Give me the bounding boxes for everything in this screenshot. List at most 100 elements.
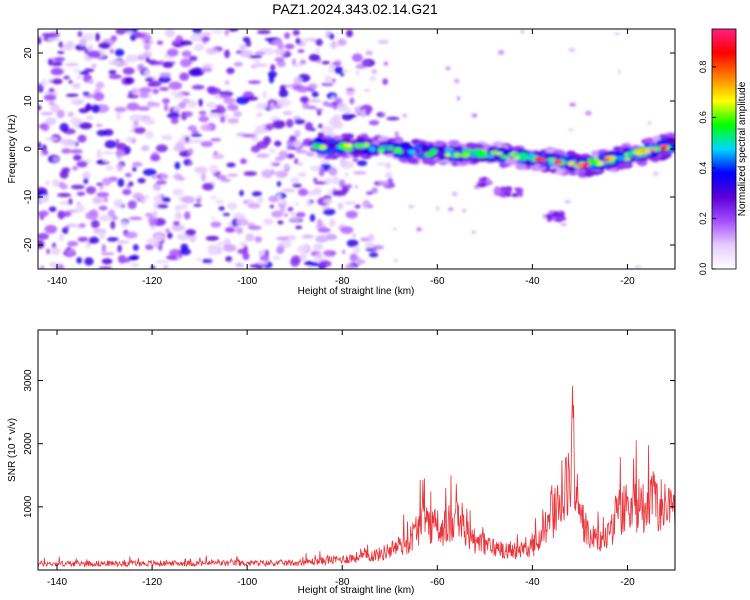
noise-blob (256, 63, 269, 68)
noise-blob (233, 111, 242, 118)
noise-blob (305, 37, 316, 42)
noise-blob (38, 105, 42, 111)
ridge-blob (408, 150, 416, 155)
noise-blob (342, 249, 346, 255)
noise-blob (132, 166, 137, 172)
noise-blob (144, 118, 155, 125)
noise-blob (224, 29, 230, 36)
noise-blob (243, 171, 257, 176)
noise-blob (155, 144, 168, 153)
noise-blob (334, 97, 343, 104)
noise-blob (178, 102, 187, 109)
noise-blob (363, 89, 371, 92)
noise-blob (328, 67, 334, 73)
ridge-blob (603, 157, 610, 162)
noise-blob (249, 54, 263, 59)
noise-blob (290, 176, 300, 184)
noise-blob (63, 75, 70, 80)
noise-blob (247, 225, 262, 230)
noise-blob (337, 38, 347, 46)
noise-blob (45, 117, 57, 126)
noise-blob (87, 50, 101, 59)
ridge-blob (430, 148, 438, 154)
noise-blob (152, 88, 159, 95)
noise-blob (394, 131, 399, 138)
noise-blob (190, 33, 204, 42)
noise-blob (70, 184, 85, 190)
ridge-blob (515, 163, 527, 170)
ridge-blob (581, 164, 589, 168)
noise-blob (340, 72, 345, 77)
noise-blob (332, 190, 347, 197)
ridge-blob (340, 138, 352, 144)
noise-blob (223, 244, 237, 252)
spectrogram-y-label: Frequency (Hz) (7, 115, 18, 184)
noise-blob (385, 162, 391, 170)
noise-blob (39, 210, 49, 217)
spectrogram-x-label: Height of straight line (km) (298, 286, 415, 297)
noise-blob (58, 181, 65, 189)
noise-blob (293, 139, 302, 149)
noise-blob (95, 123, 103, 127)
noise-blob (132, 244, 139, 251)
noise-blob (82, 33, 94, 42)
snr-y-label: SNR (10 * v/v) (7, 418, 18, 482)
noise-blob (163, 265, 169, 269)
noise-blob (40, 265, 45, 269)
noise-blob (187, 100, 198, 108)
noise-blob (306, 266, 313, 269)
noise-blob (317, 111, 322, 116)
noise-blob (70, 98, 85, 105)
noise-blob (50, 67, 64, 76)
noise-blob (258, 48, 272, 53)
noise-blob (295, 211, 306, 218)
snr-x-label: Height of straight line (km) (298, 585, 415, 596)
noise-blob (305, 151, 315, 157)
noise-blob (286, 145, 292, 151)
ridge-blob (464, 149, 473, 155)
noise-blob (383, 61, 388, 66)
ridge-blob (311, 143, 322, 149)
ridge-blob (353, 143, 364, 149)
ridge-blob (324, 149, 334, 155)
noise-blob (303, 243, 309, 250)
noise-blob (272, 256, 281, 260)
noise-blob (149, 80, 162, 87)
noise-blob (211, 216, 216, 221)
noise-blob (297, 172, 307, 178)
noise-blob (161, 98, 170, 104)
noise-blob (145, 130, 154, 140)
ridge-blob (342, 133, 355, 140)
noise-blob (38, 124, 46, 129)
noise-blob (239, 49, 254, 58)
noise-blob (110, 220, 116, 230)
noise-blob (332, 175, 340, 185)
noise-blob (46, 248, 51, 255)
noise-blob (66, 142, 77, 146)
noise-blob (76, 160, 88, 168)
noise-blob (313, 187, 322, 196)
noise-blob (316, 218, 323, 228)
noise-blob (292, 58, 297, 66)
noise-blob (85, 115, 94, 121)
ridge-blob (384, 148, 395, 154)
noise-blob (78, 71, 90, 75)
noise-blob (72, 69, 81, 73)
noise-blob (345, 183, 353, 189)
noise-blob (198, 98, 203, 107)
x-tick-label: -100 (237, 577, 257, 588)
noise-blob (72, 154, 82, 161)
noise-blob (315, 235, 328, 243)
noise-blob (210, 221, 222, 228)
noise-blob (96, 129, 108, 137)
noise-blob (295, 85, 310, 93)
noise-blob (61, 148, 72, 154)
noise-blob (205, 235, 219, 241)
ridge-blob (498, 190, 504, 195)
noise-blob (226, 67, 235, 75)
noise-blob (143, 69, 151, 78)
noise-blob (386, 116, 400, 121)
noise-blob (151, 175, 157, 179)
noise-blob (192, 29, 203, 35)
noise-blob (166, 232, 173, 239)
